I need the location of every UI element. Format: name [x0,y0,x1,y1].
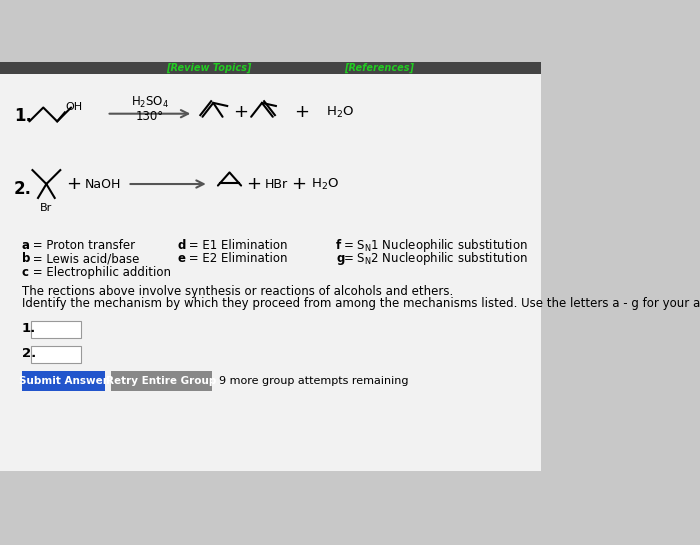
Text: e: e [178,252,186,265]
Text: +: + [234,103,248,121]
Text: = Proton transfer: = Proton transfer [29,239,134,252]
Text: [Review Topics]: [Review Topics] [166,63,251,73]
Bar [31,346,81,362]
Text: g: g [336,252,344,265]
Text: c: c [22,267,29,280]
Text: NaOH: NaOH [85,178,121,191]
Text: = E2 Elimination: = E2 Elimination [185,252,287,265]
Text: 2.: 2. [22,347,36,360]
Text: +: + [66,175,81,193]
Text: 1.: 1. [14,107,32,125]
Text: H$_2$SO$_4$: H$_2$SO$_4$ [131,95,169,111]
Text: 2.: 2. [14,180,32,198]
Bar [22,371,105,391]
Text: Submit Answer: Submit Answer [19,376,108,386]
Text: OH: OH [66,101,83,112]
Text: 130°: 130° [136,110,164,123]
Text: = Electrophilic addition: = Electrophilic addition [29,267,171,280]
Text: f: f [336,239,342,252]
Text: H$_2$O: H$_2$O [326,105,354,120]
Text: H$_2$O: H$_2$O [311,177,339,192]
Bar [31,321,81,338]
Text: The rections above involve synthesis or reactions of alcohols and ethers.: The rections above involve synthesis or … [22,285,453,298]
Text: HBr: HBr [265,178,288,191]
Bar [0,62,541,74]
Text: Retry Entire Group: Retry Entire Group [106,376,217,386]
Text: d: d [178,239,186,252]
Text: [References]: [References] [344,63,414,73]
Text: = S$_\mathrm{N}$2 Nucleophilic substitution: = S$_\mathrm{N}$2 Nucleophilic substitut… [343,251,528,268]
Text: 9 more group attempts remaining: 9 more group attempts remaining [218,376,408,386]
Text: +: + [294,103,309,121]
Text: a: a [22,239,29,252]
Text: Br: Br [40,203,52,213]
Text: = Lewis acid/base: = Lewis acid/base [29,252,139,265]
Text: 1.: 1. [22,322,36,335]
Text: Identify the mechanism by which they proceed from among the mechanisms listed. U: Identify the mechanism by which they pro… [22,297,700,310]
Text: +: + [290,175,306,193]
Text: = E1 Elimination: = E1 Elimination [185,239,287,252]
Bar [111,371,211,391]
Text: +: + [246,175,261,193]
Text: = S$_\mathrm{N}$1 Nucleophilic substitution: = S$_\mathrm{N}$1 Nucleophilic substitut… [343,237,528,253]
Text: b: b [22,252,30,265]
